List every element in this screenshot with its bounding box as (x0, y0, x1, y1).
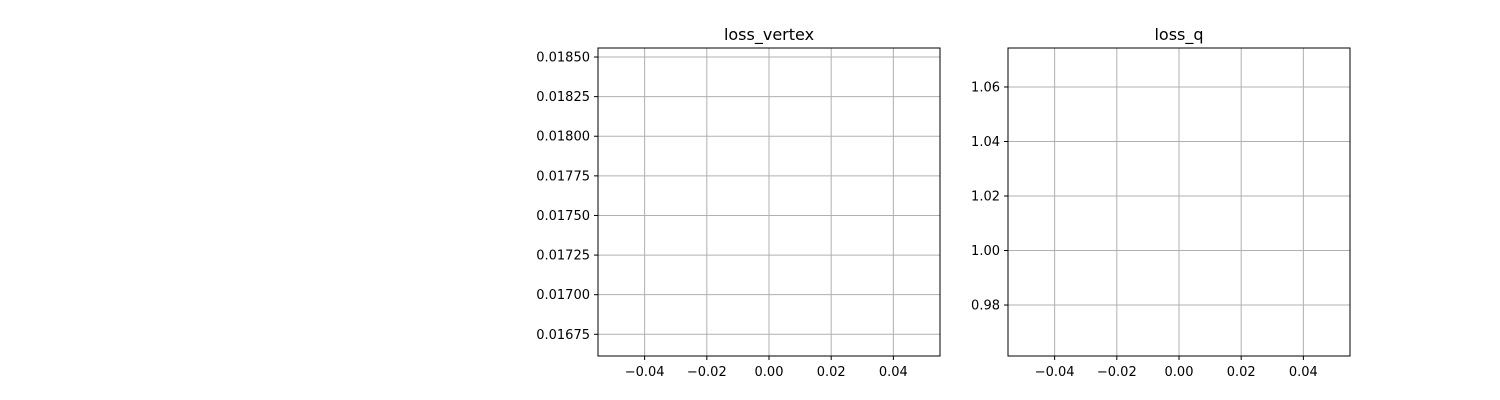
x-tick-label: −0.04 (625, 365, 665, 380)
y-tick-label: 1.00 (971, 244, 1000, 259)
x-tick-label: −0.02 (1097, 365, 1137, 380)
x-tick-label: −0.02 (687, 365, 727, 380)
x-tick-label: 0.02 (817, 365, 846, 380)
chart-loss-q: loss_q −0.04 −0.02 0.00 0.02 0.04 0.98 1.00 1.0… (971, 25, 1351, 380)
chart-title: loss_vertex (724, 25, 814, 45)
chart-loss-vertex: loss_vertex −0.04 −0.02 0.00 0.02 0.04 0.0167… (536, 25, 941, 380)
chart-title: loss_q (1154, 25, 1203, 45)
y-tick-label: 0.98 (971, 299, 1000, 314)
y-tick-label: 0.01675 (536, 328, 590, 343)
x-tick-label: 0.04 (879, 365, 908, 380)
plot-area-frame (1007, 47, 1351, 357)
y-tick-label: 0.01750 (536, 209, 590, 224)
y-tick-label: 0.01825 (536, 90, 590, 105)
y-tick-label: 0.01800 (536, 130, 590, 145)
x-tick-label: −0.04 (1035, 365, 1075, 380)
y-tick-label: 1.02 (971, 190, 1000, 205)
y-tick-label: 0.01725 (536, 249, 590, 264)
y-tick-label: 1.06 (971, 80, 1000, 95)
x-tick-label: 0.00 (1165, 365, 1194, 380)
y-tick-label: 0.01700 (536, 288, 590, 303)
plot-area-frame (597, 47, 941, 357)
y-tick-label: 1.04 (971, 135, 1000, 150)
y-tick-label: 0.01775 (536, 169, 590, 184)
x-tick-label: 0.02 (1227, 365, 1256, 380)
x-tick-label: 0.00 (755, 365, 784, 380)
y-tick-label: 0.01850 (536, 51, 590, 66)
x-tick-label: 0.04 (1289, 365, 1318, 380)
